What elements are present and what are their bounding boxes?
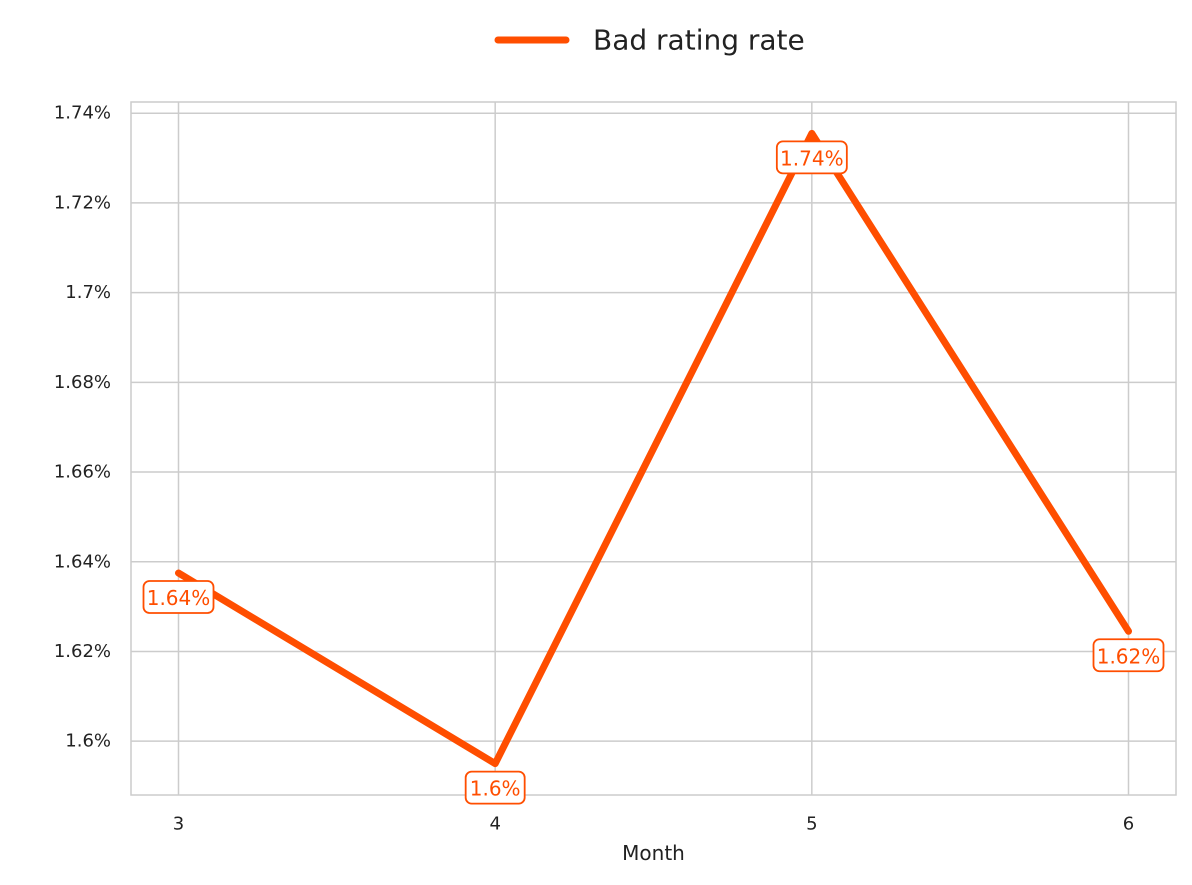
data-label-box bbox=[775, 140, 848, 175]
x-axis-label: Month bbox=[622, 841, 685, 865]
y-axis: 1.6% 1.62% 1.64% 1.66% 1.68% 1.7% 1.72% 1.74% bbox=[54, 103, 111, 752]
data-label: 1.74% bbox=[775, 140, 848, 175]
y-tick-label: 1.74% bbox=[54, 103, 111, 124]
data-label-text: 1.74% bbox=[780, 146, 844, 170]
y-tick-label: 1.62% bbox=[54, 641, 111, 662]
x-tick-label: 6 bbox=[1123, 814, 1134, 835]
data-label-text: 1.62% bbox=[1097, 644, 1161, 668]
data-label-box bbox=[142, 580, 215, 614]
series bbox=[175, 129, 1132, 768]
data-label-box bbox=[464, 770, 526, 805]
legend-label: Bad rating rate bbox=[593, 24, 805, 57]
data-label: 1.62% bbox=[1092, 638, 1165, 673]
y-tick-label: 1.72% bbox=[54, 192, 111, 213]
x-tick-label: 3 bbox=[173, 814, 184, 835]
y-tick-label: 1.7% bbox=[65, 282, 111, 303]
plot-frame bbox=[130, 101, 1177, 796]
data-label: 1.64% bbox=[142, 580, 215, 614]
data-label: 1.6% bbox=[464, 770, 526, 805]
data-labels: 1.64% 1.6% 1.74% 1.62% bbox=[142, 140, 1165, 805]
y-tick-label: 1.66% bbox=[54, 462, 111, 483]
data-label-box bbox=[1092, 638, 1165, 673]
y-tick-label: 1.6% bbox=[65, 731, 111, 752]
series-line bbox=[175, 129, 1132, 768]
x-axis: 3 4 5 6 bbox=[173, 814, 1134, 835]
data-label-text: 1.64% bbox=[147, 586, 211, 610]
y-tick-label: 1.68% bbox=[54, 372, 111, 393]
x-tick-label: 5 bbox=[806, 814, 817, 835]
data-label-text: 1.6% bbox=[470, 777, 521, 801]
x-tick-label: 4 bbox=[489, 814, 500, 835]
legend: Bad rating rate bbox=[494, 24, 805, 57]
y-tick-label: 1.64% bbox=[54, 551, 111, 572]
